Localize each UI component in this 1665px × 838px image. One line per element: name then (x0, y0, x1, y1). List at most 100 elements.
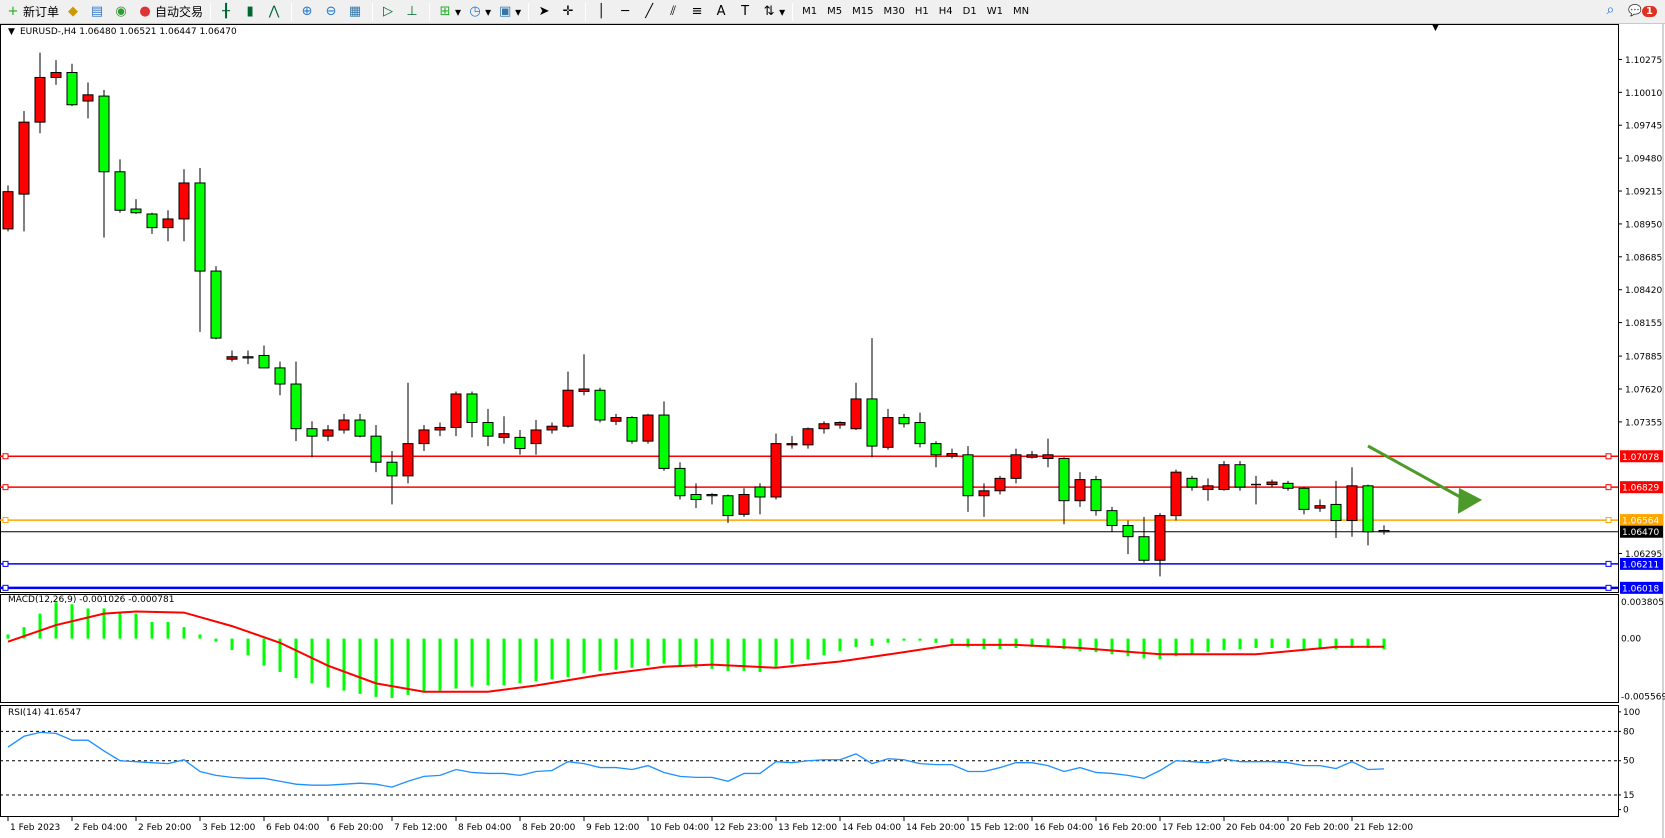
candle[interactable] (834, 421, 846, 429)
candle[interactable] (1154, 513, 1166, 577)
candle[interactable] (1026, 451, 1038, 459)
candle[interactable] (482, 408, 494, 447)
equidistant-channel-button[interactable]: ⫽ (662, 2, 686, 22)
trend-arrow[interactable] (1367, 444, 1483, 514)
candle[interactable] (306, 421, 318, 458)
candle[interactable] (658, 401, 670, 471)
candle[interactable] (754, 483, 766, 515)
candle[interactable] (1251, 475, 1261, 505)
zoom-out-button[interactable]: ⊖ (320, 2, 344, 22)
candle[interactable] (498, 416, 510, 444)
chart-shift-button[interactable]: ⊥ (401, 2, 425, 22)
candle[interactable] (802, 427, 814, 449)
candle[interactable] (98, 89, 110, 238)
line-chart-button[interactable]: ⋀ (263, 2, 287, 22)
candle[interactable] (354, 413, 366, 438)
candle[interactable] (178, 169, 190, 242)
candle[interactable] (290, 361, 302, 442)
timeframe-m5[interactable]: M5 (827, 6, 843, 17)
candle[interactable] (562, 371, 574, 428)
candle[interactable] (1330, 480, 1342, 538)
timeframe-m30[interactable]: M30 (883, 6, 905, 17)
candle[interactable] (210, 266, 222, 340)
fibonacci-button[interactable]: ≡ (686, 2, 710, 22)
candle[interactable] (1170, 469, 1182, 521)
candle[interactable] (962, 446, 974, 512)
vertical-line-button[interactable]: │ (590, 2, 614, 22)
candle[interactable] (818, 421, 830, 434)
level-handle[interactable] (2, 560, 9, 567)
signals-button[interactable]: ◉ (110, 2, 134, 22)
candle[interactable] (386, 451, 398, 505)
indicators-button[interactable]: ⊞ ▾ (434, 2, 464, 22)
candle[interactable] (1090, 475, 1102, 516)
trendline-button[interactable]: ╱ (638, 2, 662, 22)
candle[interactable] (994, 475, 1006, 495)
candle[interactable] (194, 168, 206, 332)
candle[interactable] (722, 494, 734, 524)
arrows-button[interactable]: ⇅ ▾ (758, 2, 788, 22)
candle[interactable] (1106, 506, 1118, 532)
candle[interactable] (610, 413, 622, 425)
candle[interactable] (258, 345, 270, 369)
level-handle[interactable] (2, 484, 9, 491)
candle[interactable] (626, 416, 638, 444)
search-icon[interactable]: ⌕ (1606, 2, 1615, 18)
candle[interactable] (130, 199, 142, 214)
candle[interactable] (1298, 487, 1310, 515)
timeframe-mn[interactable]: MN (1012, 6, 1030, 17)
history-button[interactable]: ◆ (62, 2, 86, 22)
candle[interactable] (242, 350, 254, 365)
notifications-button[interactable]: 💬 1 (1628, 4, 1657, 17)
level-handle[interactable] (2, 517, 9, 524)
candle[interactable] (82, 82, 94, 119)
candle[interactable] (226, 350, 238, 362)
level-handle[interactable] (1605, 484, 1612, 491)
candle[interactable] (946, 448, 958, 459)
market-watch-button[interactable]: ▤ (86, 2, 110, 22)
candle[interactable] (1314, 499, 1326, 512)
candle[interactable] (418, 424, 430, 452)
candle[interactable] (1186, 475, 1198, 491)
candle[interactable] (1234, 460, 1246, 491)
candle[interactable] (770, 433, 782, 500)
candle[interactable] (898, 413, 910, 428)
candle[interactable] (1042, 438, 1054, 468)
candle[interactable] (578, 354, 590, 396)
candle[interactable] (882, 408, 894, 450)
candle[interactable] (674, 462, 686, 500)
candle[interactable] (1346, 467, 1358, 537)
candle[interactable] (370, 424, 382, 473)
cursor-button[interactable]: ➤ (533, 2, 557, 22)
candle[interactable] (322, 424, 334, 442)
level-handle[interactable] (1605, 517, 1612, 524)
candle[interactable] (594, 387, 606, 423)
candle[interactable] (146, 212, 158, 234)
candle[interactable] (114, 159, 126, 213)
candle[interactable] (66, 63, 78, 106)
auto-trading-button[interactable]: ● 自动交易 (134, 2, 206, 22)
candle[interactable] (450, 391, 462, 437)
crosshair-button[interactable]: ✛ (557, 2, 581, 22)
candle[interactable] (930, 441, 942, 468)
zoom-in-button[interactable]: ⊕ (296, 2, 320, 22)
chart-menu-icon[interactable]: ▼ (8, 27, 15, 37)
candle[interactable] (1138, 516, 1150, 563)
new-order-button[interactable]: + 新订单 (2, 2, 62, 22)
timeframe-h4[interactable]: H4 (938, 6, 953, 17)
candle[interactable] (1266, 479, 1278, 488)
candle[interactable] (1218, 460, 1230, 491)
candle[interactable] (866, 338, 878, 458)
candle[interactable] (850, 382, 862, 430)
level-handle[interactable] (1605, 560, 1612, 567)
timeframe-m1[interactable]: M1 (802, 6, 818, 17)
candle[interactable] (274, 361, 286, 396)
candle[interactable] (642, 413, 654, 444)
candle[interactable] (1074, 472, 1086, 507)
candle[interactable] (2, 185, 14, 232)
candle[interactable] (690, 483, 702, 509)
level-handle[interactable] (1605, 584, 1612, 591)
candle[interactable] (530, 420, 542, 455)
candle[interactable] (1058, 457, 1070, 525)
